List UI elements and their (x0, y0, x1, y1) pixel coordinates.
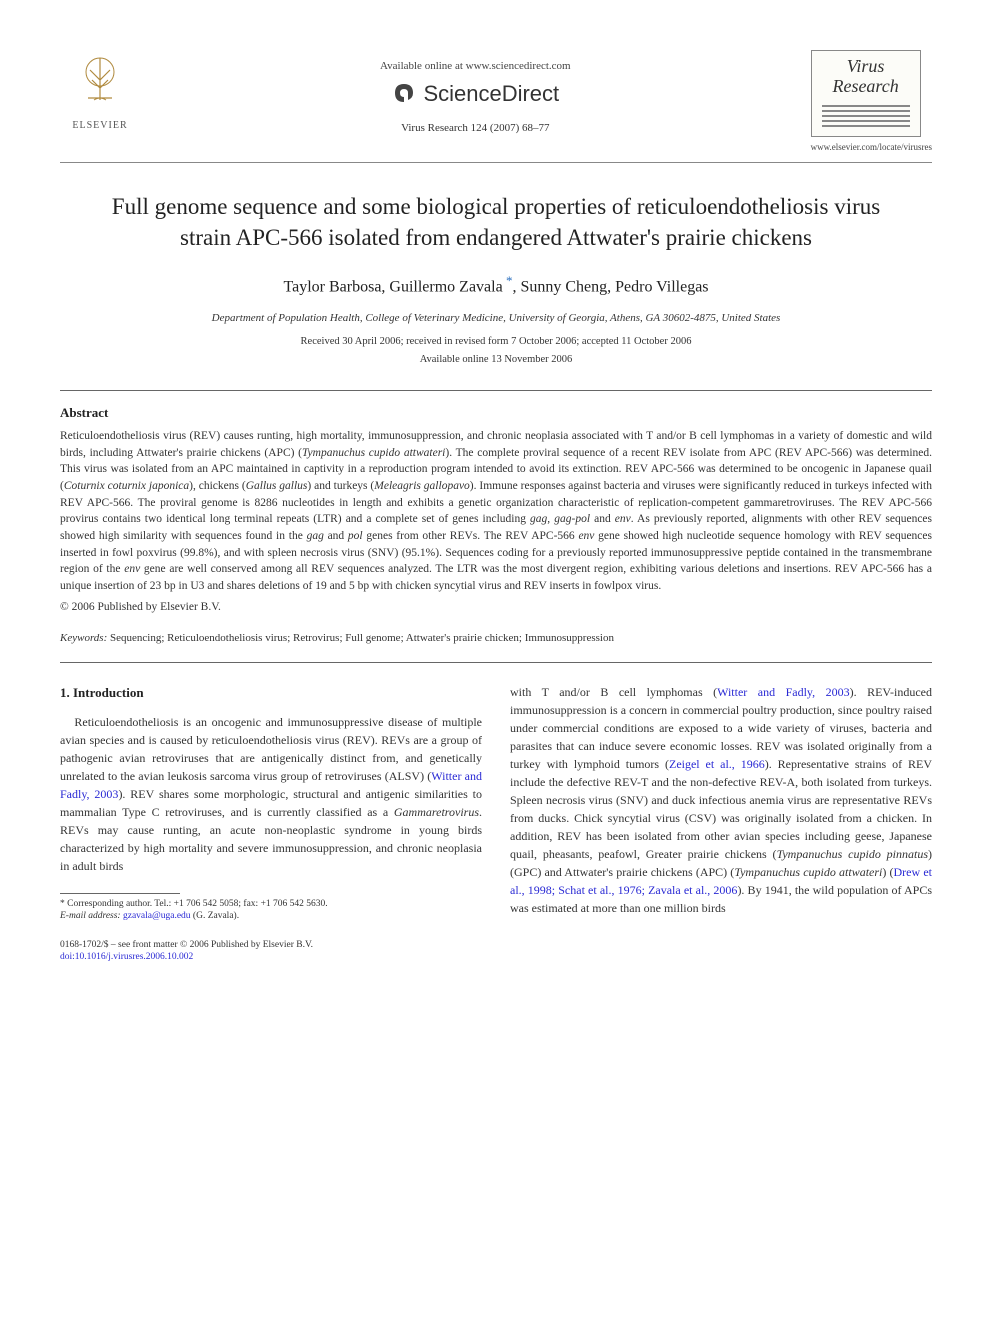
corr-email-line: E-mail address: gzavala@uga.edu (G. Zava… (60, 910, 482, 922)
journal-header: ELSEVIER Available online at www.science… (60, 50, 932, 154)
page-footer: 0168-1702/$ – see front matter © 2006 Pu… (60, 939, 932, 964)
received-dates: Received 30 April 2006; received in revi… (60, 334, 932, 350)
intro-col2-p1: with T and/or B cell lymphomas (Witter a… (510, 683, 932, 917)
journal-cover-title-2: Research (816, 77, 916, 97)
elsevier-tree-icon (70, 50, 130, 110)
keywords-list: Sequencing; Reticuloendotheliosis virus;… (110, 632, 614, 644)
corresponding-footnote: * Corresponding author. Tel.: +1 706 542… (60, 898, 482, 923)
email-value[interactable]: gzavala@uga.edu (123, 911, 191, 921)
authors-pre: Taylor Barbosa, Guillermo Zavala (283, 279, 502, 296)
column-left: 1. Introduction Reticuloendotheliosis is… (60, 683, 482, 922)
doi-link[interactable]: doi:10.1016/j.virusres.2006.10.002 (60, 952, 193, 962)
sciencedirect-icon (391, 80, 417, 106)
sciencedirect-text: ScienceDirect (423, 77, 559, 110)
column-right: with T and/or B cell lymphomas (Witter a… (510, 683, 932, 922)
journal-cover-decor (816, 105, 916, 127)
keywords-line: Keywords: Sequencing; Reticuloendothelio… (60, 630, 932, 647)
header-rule (60, 162, 932, 163)
sciencedirect-brand: ScienceDirect (140, 77, 811, 110)
email-label: E-mail address: (60, 911, 121, 921)
footnote-rule (60, 893, 180, 894)
available-online-date: Available online 13 November 2006 (60, 352, 932, 368)
journal-url: www.elsevier.com/locate/virusres (811, 141, 932, 155)
abstract-body: Reticuloendotheliosis virus (REV) causes… (60, 428, 932, 595)
intro-col1-p1: Reticuloendotheliosis is an oncogenic an… (60, 713, 482, 875)
intro-heading: 1. Introduction (60, 683, 482, 703)
affiliation: Department of Population Health, College… (60, 310, 932, 327)
authors-line: Taylor Barbosa, Guillermo Zavala *, Sunn… (60, 271, 932, 299)
footer-line1: 0168-1702/$ – see front matter © 2006 Pu… (60, 939, 932, 951)
footer-line2: doi:10.1016/j.virusres.2006.10.002 (60, 951, 932, 963)
article-title: Full genome sequence and some biological… (100, 191, 892, 253)
corresponding-star: * (503, 273, 513, 288)
keywords-rule (60, 662, 932, 663)
abstract-heading: Abstract (60, 403, 932, 423)
available-online-text: Available online at www.sciencedirect.co… (140, 58, 811, 75)
journal-cover: Virus Research (811, 50, 921, 137)
elsevier-label: ELSEVIER (60, 118, 140, 133)
center-header: Available online at www.sciencedirect.co… (140, 50, 811, 136)
journal-cover-block: Virus Research www.elsevier.com/locate/v… (811, 50, 932, 154)
abstract-copyright: © 2006 Published by Elsevier B.V. (60, 599, 932, 616)
elsevier-logo: ELSEVIER (60, 50, 140, 133)
email-name: (G. Zavala). (193, 911, 239, 921)
body-columns: 1. Introduction Reticuloendotheliosis is… (60, 683, 932, 922)
keywords-label: Keywords: (60, 632, 107, 644)
abstract-top-rule (60, 390, 932, 391)
corr-author-line: * Corresponding author. Tel.: +1 706 542… (60, 898, 482, 910)
journal-reference: Virus Research 124 (2007) 68–77 (140, 120, 811, 137)
authors-post: , Sunny Cheng, Pedro Villegas (512, 279, 708, 296)
journal-cover-title-1: Virus (816, 57, 916, 77)
